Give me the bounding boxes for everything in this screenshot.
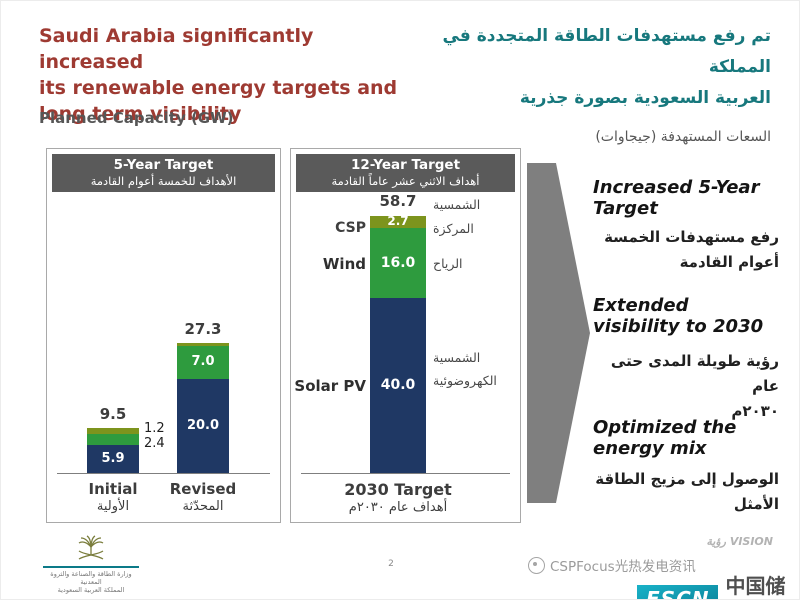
title-line-3: long term visibility — [39, 103, 242, 125]
logo-teal-line — [43, 566, 139, 568]
ministry-logo: وزارة الطاقة والصناعة والثروة المعدنية ا… — [43, 535, 139, 594]
slide-title-arabic: تم رفع مستهدفات الطاقة المتجددة في الممل… — [426, 21, 771, 114]
bar-segment-solar-initial — [87, 445, 139, 473]
series-label-wind-arabic: الرياح — [433, 256, 463, 271]
message-1-arabic: رفع مستهدفات الخمسة أعوام القادمة — [593, 225, 779, 275]
x-axis-line — [301, 473, 510, 474]
twelve-year-target-panel: 12-Year Target أهداف الاثني عشر عاماً ال… — [290, 148, 521, 523]
message-2-english: Extended visibility to 2030 — [593, 295, 779, 337]
bar-segment-csp-initial — [87, 428, 139, 434]
camera-icon — [528, 556, 545, 574]
x-axis-line — [57, 473, 270, 474]
category-label-initial: Initial — [88, 480, 138, 498]
message-3-ar-line1: الوصول إلى مزيج الطاقة — [595, 470, 779, 488]
bar-segment-wind-revised — [177, 346, 229, 379]
message-1-english: Increased 5-Year Target — [593, 177, 779, 219]
message-2-line1: Extended — [593, 295, 689, 316]
ministry-name-line2: المملكة العربية السعودية — [57, 586, 125, 594]
message-3-ar-line2: الأمثل — [733, 495, 779, 513]
twelve-year-chart: 58.7 2.7 16.0 40.0 CSP Wind Solar PV الش… — [291, 149, 520, 522]
series-label-solar-pv: Solar PV — [294, 377, 366, 395]
message-3-arabic: الوصول إلى مزيج الطاقة الأمثل — [593, 467, 779, 517]
palm-tree-emblem-icon — [78, 535, 104, 560]
value-label-csp-initial: 1.2 — [144, 421, 165, 436]
total-label-initial: 9.5 — [99, 405, 127, 423]
right-arrow-shape — [527, 163, 590, 503]
page-number: 2 — [388, 559, 394, 569]
value-label-wind-initial: 2.4 — [144, 436, 165, 451]
title-line-1: Saudi Arabia significantly increased — [39, 25, 314, 73]
panel-title-english: 12-Year Target — [350, 157, 461, 173]
bar-segment-solar-revised — [177, 379, 229, 473]
vision-2030-logo: رؤية VISION — [706, 535, 773, 548]
panel-title-arabic: الأهداف للخمسة أعوام القادمة — [90, 174, 237, 188]
message-2-ar-line1: رؤية طويلة المدى حتى عام — [610, 352, 779, 395]
total-label-2030: 58.7 — [379, 192, 417, 210]
series-label-solar-arabic-line2: الكهروضوئية — [433, 373, 497, 388]
category-label-revised: Revised — [169, 480, 237, 498]
escn-logo: ESCN 中国储能网 — [637, 570, 799, 599]
cspfocus-watermark: CSPFocus光热发电资讯 — [528, 555, 696, 575]
five-year-target-panel: 5-Year Target الأهداف للخمسة أعوام القاد… — [46, 148, 281, 523]
category-label-revised-arabic: المحدّثة — [182, 499, 224, 514]
subtitle-planned-capacity-arabic: السعات المستهدفة (جيجاوات) — [595, 129, 771, 145]
value-label-solar-revised: 20.0 — [186, 418, 220, 433]
message-2-ar-line2: ٢٠٣٠م — [731, 402, 779, 420]
message-1-line2: Target — [593, 198, 658, 219]
title-ar-line-2: العربية السعودية بصورة جذرية — [519, 88, 771, 108]
panel-title-english: 5-Year Target — [113, 157, 214, 173]
series-label-csp-arabic-line2: المركزة — [433, 221, 474, 236]
title-line-2: its renewable energy targets and — [39, 77, 398, 99]
subtitle-planned-capacity: Planned Capacity (GW) — [39, 109, 234, 127]
bar-segment-wind-2030 — [370, 228, 426, 298]
escn-site-name: 中国储能网 — [725, 574, 786, 598]
message-1-ar-line1: رفع مستهدفات الخمسة — [604, 228, 779, 246]
value-label-wind-revised: 7.0 — [191, 354, 215, 369]
total-label-revised: 27.3 — [184, 320, 222, 338]
escn-logo-box: ESCN — [637, 585, 719, 599]
twelve-year-panel-header: 12-Year Target أهداف الاثني عشر عاماً ال… — [296, 154, 515, 192]
series-label-solar-arabic-line1: الشمسية — [433, 350, 481, 365]
bar-segment-wind-initial — [87, 434, 139, 445]
message-3-line1: Optimized the — [593, 417, 737, 438]
bar-segment-csp-2030 — [370, 216, 426, 228]
category-label-2030-target-arabic: أهداف عام ٢٠٣٠م — [348, 500, 448, 515]
key-messages: Increased 5-Year Target رفع مستهدفات الخ… — [593, 177, 779, 521]
message-3-english: Optimized the energy mix — [593, 417, 779, 459]
message-1-ar-line2: أعوام القادمة — [679, 253, 779, 271]
value-label-csp-2030: 2.7 — [387, 214, 409, 228]
message-2-line2: visibility to 2030 — [593, 316, 764, 337]
bar-segment-csp-revised — [177, 343, 229, 346]
message-3-line2: energy mix — [593, 438, 707, 459]
ministry-name-line1: وزارة الطاقة والصناعة والثروة المعدنية — [50, 570, 132, 586]
slide-title-english: Saudi Arabia significantly increased its… — [39, 23, 424, 127]
value-label-solar-2030: 40.0 — [380, 377, 416, 393]
category-label-initial-arabic: الأولية — [96, 499, 130, 514]
five-year-chart: 9.5 5.9 1.2 2.4 27.3 7.0 20.0 Initial ال… — [47, 149, 280, 522]
series-label-csp-arabic-line1: الشمسية — [433, 197, 481, 212]
bar-segment-solar-2030 — [370, 298, 426, 473]
message-1-line1: Increased 5-Year — [593, 177, 760, 198]
category-label-2030-target: 2030 Target — [344, 480, 452, 499]
watermark-text: CSPFocus光热发电资讯 — [550, 559, 696, 575]
series-label-csp: CSP — [335, 220, 366, 236]
series-label-wind: Wind — [322, 255, 366, 273]
five-year-panel-header: 5-Year Target الأهداف للخمسة أعوام القاد… — [52, 154, 275, 192]
panel-title-arabic: أهداف الاثني عشر عاماً القادمة — [331, 174, 480, 188]
value-label-solar-initial: 5.9 — [101, 451, 125, 466]
title-ar-line-1: تم رفع مستهدفات الطاقة المتجددة في الممل… — [442, 26, 771, 77]
message-2-arabic: رؤية طويلة المدى حتى عام ٢٠٣٠م — [593, 349, 779, 424]
value-label-wind-2030: 16.0 — [380, 255, 416, 271]
